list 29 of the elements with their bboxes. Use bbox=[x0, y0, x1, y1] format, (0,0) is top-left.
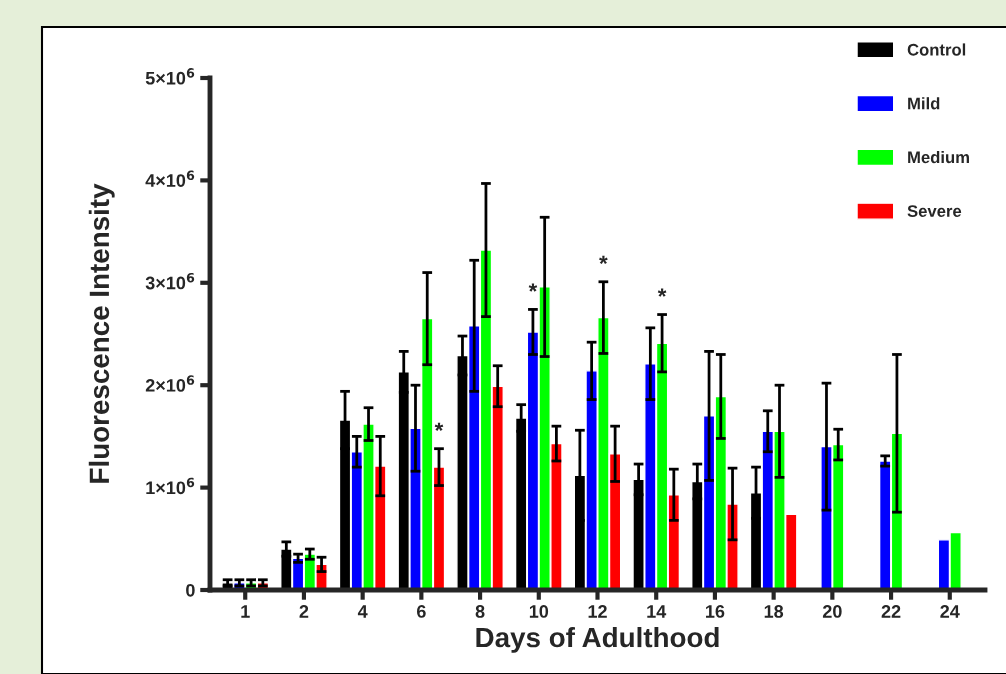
annotation: * bbox=[599, 255, 608, 264]
legend-label: Medium bbox=[908, 150, 969, 164]
x-axis-title: Days of Adulthood bbox=[476, 626, 719, 653]
x-tick-label: 8 bbox=[475, 605, 485, 618]
x-tick-label: 2 bbox=[299, 605, 309, 618]
x-tick-label: 18 bbox=[764, 605, 784, 618]
x-tick-label: 14 bbox=[647, 605, 667, 618]
x-tick-label: 6 bbox=[417, 605, 426, 618]
y-tick-label: 5×10$^{6}$ bbox=[145, 68, 195, 85]
annotation: * bbox=[528, 283, 538, 292]
y-tick-label: 3×10$^{6}$ bbox=[145, 272, 195, 290]
legend-label: Control bbox=[907, 43, 966, 56]
x-tick-label: 24 bbox=[940, 605, 960, 618]
legend-label: Severe bbox=[907, 205, 962, 218]
x-tick-label: 20 bbox=[822, 605, 842, 618]
x-tick-label: 4 bbox=[357, 605, 368, 618]
x-tick-label: 10 bbox=[529, 605, 549, 618]
legend-label: Mild bbox=[908, 97, 940, 110]
x-tick-label: 12 bbox=[588, 605, 607, 618]
x-tick-label: 1 bbox=[241, 605, 250, 618]
x-tick-label: 22 bbox=[881, 605, 901, 618]
y-tick-label: 4×10$^{6}$ bbox=[145, 170, 195, 187]
y-tick-label: 0 bbox=[186, 583, 195, 597]
x-tick-label: 16 bbox=[706, 605, 725, 618]
annotation: * bbox=[657, 288, 667, 297]
y-axis-title: Fluorescence Intensity bbox=[88, 183, 115, 483]
y-tick-label: 2×10$^{6}$ bbox=[145, 375, 195, 392]
y-tick-label: 1×10$^{6}$ bbox=[146, 477, 195, 495]
annotation: * bbox=[434, 422, 444, 431]
